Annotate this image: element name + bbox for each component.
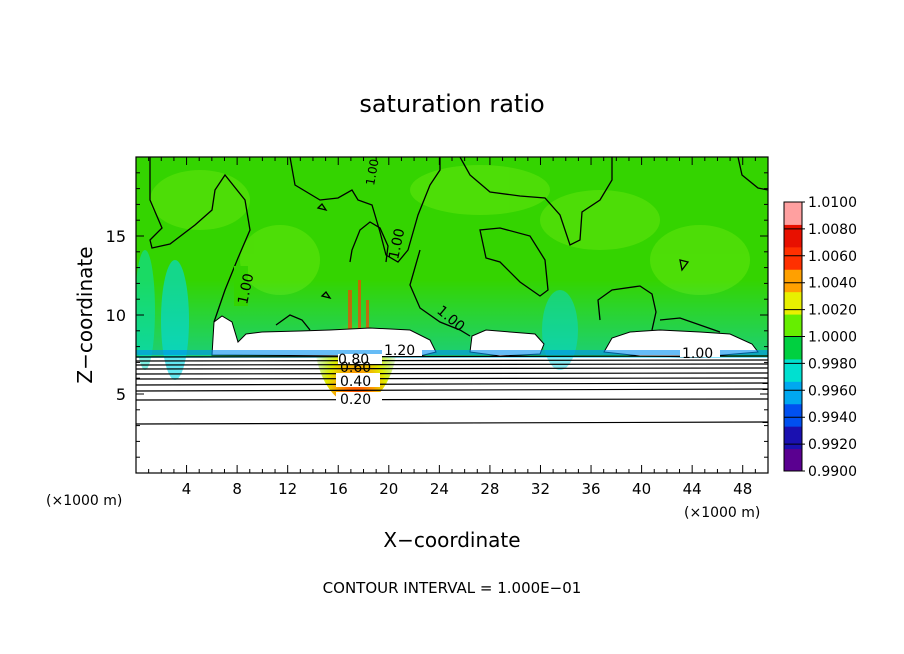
chart-title: saturation ratio: [359, 90, 544, 118]
colorbar-swatch: [784, 269, 802, 293]
colorbar-swatch: [784, 202, 802, 225]
y-tick-label: 15: [106, 227, 126, 246]
contour-label: 0.20: [340, 392, 371, 408]
y-axis-ticks: 5 10 15: [106, 172, 768, 458]
lighter-patches: [150, 165, 750, 295]
x-tick-label: 28: [480, 480, 499, 498]
x-axis-label: X−coordinate: [383, 528, 520, 552]
x-tick-label: 20: [379, 480, 398, 498]
contours-1: [149, 157, 768, 337]
x-tick-label: 32: [531, 480, 550, 498]
colorbar-label: 1.0080: [808, 222, 857, 238]
y-tick-label: 5: [116, 385, 126, 404]
x-tick-label: 16: [329, 480, 348, 498]
x-tick-label: 44: [683, 480, 702, 498]
plot-area: 1.00 1.00 1.00 1.00 1.00 1.20 0.80 0.60 …: [136, 157, 768, 473]
colorbar-label: 0.9980: [808, 356, 857, 372]
colorbar-label: 0.9940: [808, 410, 857, 426]
colorbar-swatch: [784, 448, 802, 472]
x-tick-label: 24: [430, 480, 449, 498]
colorbar-swatch: [784, 246, 802, 270]
colorbar-swatch: [784, 426, 802, 450]
plume-streaks: [348, 280, 369, 330]
colorbar-label: 1.0060: [808, 249, 857, 265]
contour-label: 0.80: [338, 352, 369, 368]
colorbar: 1.0100 1.0080 1.0060 1.0040 1.0020 1.0000 0.99…: [783, 195, 857, 480]
contour-label: 1.00: [682, 346, 713, 362]
y-axis-label: Z−coordinate: [73, 246, 97, 383]
contour-label: 0.40: [340, 374, 371, 390]
contour-label: 1.20: [384, 343, 415, 359]
colorbar-swatch: [784, 381, 802, 405]
colorbar-swatch: [784, 224, 802, 248]
contour-interval-note: CONTOUR INTERVAL = 1.000E−01: [323, 579, 582, 597]
colorbar-swatch: [784, 314, 802, 337]
x-tick-label: 4: [182, 480, 192, 498]
y-unit-label: (×1000 m): [46, 493, 122, 509]
colorbar-label: 1.0040: [808, 276, 857, 292]
contour-label: 1.00: [363, 158, 381, 187]
x-tick-label: 8: [232, 480, 242, 498]
colorbar-label: 1.0100: [808, 195, 857, 211]
colorbar-label: 0.9920: [808, 437, 857, 453]
contour-label: 1.00: [386, 227, 408, 261]
x-axis-ticks: 4 8 12 16 20 24 28 32 36 40 44 48: [148, 157, 756, 498]
y-tick-label: 10: [106, 306, 126, 325]
cloud-base-rim: [136, 350, 768, 355]
colorbar-label: 0.9900: [808, 464, 857, 480]
colorbar-swatch: [784, 358, 802, 382]
colorbar-label: 1.0020: [808, 303, 857, 319]
x-tick-label: 12: [278, 480, 297, 498]
x-unit-label: (×1000 m): [684, 505, 760, 521]
colorbar-label: 0.9960: [808, 383, 857, 399]
x-tick-label: 36: [581, 480, 600, 498]
colorbar-swatch: [784, 336, 802, 360]
colorbar-label: 1.0000: [808, 330, 857, 346]
colorbar-swatch: [784, 291, 802, 315]
colorbar-swatch: [784, 403, 802, 427]
contour-label: 0.60: [340, 360, 371, 376]
x-tick-label: 40: [632, 480, 651, 498]
contour-label: 1.00: [235, 272, 257, 306]
contours-stratified: [136, 355, 768, 425]
x-tick-label: 48: [733, 480, 752, 498]
